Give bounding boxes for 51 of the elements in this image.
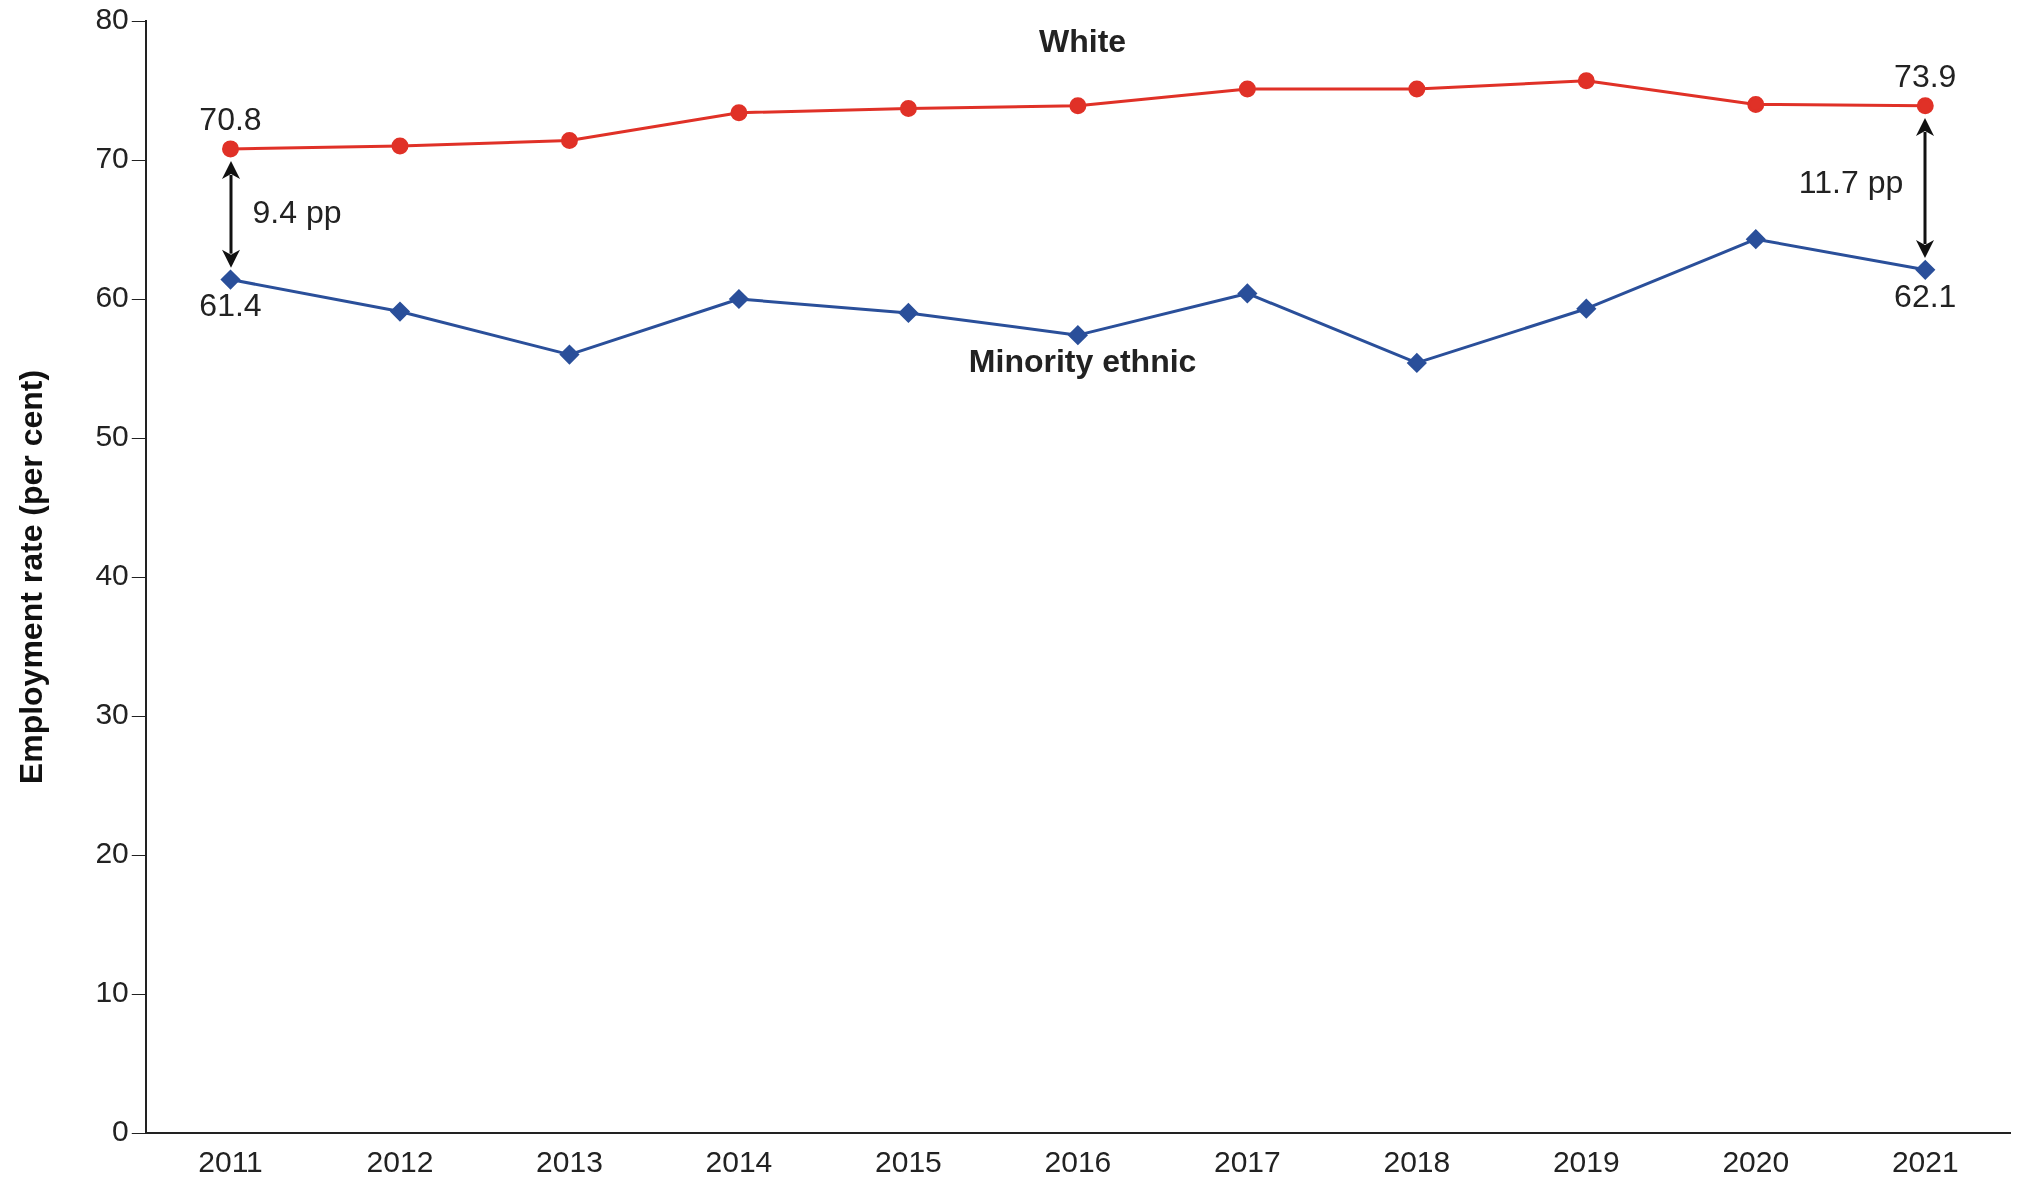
point bbox=[1069, 97, 1087, 115]
y-tick-label: 40 bbox=[95, 558, 129, 592]
data-label: 62.1 bbox=[1894, 277, 1957, 314]
point bbox=[729, 289, 749, 309]
point bbox=[390, 302, 410, 322]
series-label: White bbox=[1039, 22, 1127, 59]
annotation: 9.4 pp bbox=[252, 194, 342, 231]
y-axis-title: Employment rate (per cent) bbox=[13, 369, 50, 785]
point bbox=[1747, 95, 1765, 113]
point bbox=[1407, 353, 1427, 373]
point bbox=[1576, 299, 1596, 319]
y-tick-label: 10 bbox=[95, 975, 129, 1009]
data-label: 73.9 bbox=[1894, 57, 1957, 94]
point bbox=[560, 132, 578, 150]
x-tick-label: 2012 bbox=[366, 1145, 434, 1179]
series-label: Minority ethnic bbox=[968, 342, 1197, 379]
annotation: 11.7 pp bbox=[1798, 164, 1904, 201]
point bbox=[1408, 80, 1426, 98]
x-tick-label: 2016 bbox=[1044, 1145, 1112, 1179]
x-tick-label: 2011 bbox=[198, 1145, 263, 1179]
point bbox=[1238, 80, 1256, 98]
y-tick-label: 20 bbox=[95, 836, 129, 870]
point bbox=[898, 303, 918, 323]
x-tick-label: 2021 bbox=[1891, 1145, 1959, 1179]
x-tick-label: 2020 bbox=[1722, 1145, 1790, 1179]
y-tick-label: 30 bbox=[95, 697, 129, 731]
point bbox=[1577, 72, 1595, 90]
point bbox=[899, 100, 917, 118]
point bbox=[222, 140, 240, 158]
y-tick-label: 50 bbox=[95, 419, 129, 453]
x-tick-label: 2019 bbox=[1552, 1145, 1620, 1179]
point bbox=[1746, 229, 1766, 249]
point bbox=[1237, 283, 1257, 303]
y-tick-label: 0 bbox=[112, 1114, 129, 1148]
point bbox=[221, 270, 241, 290]
point bbox=[730, 104, 748, 122]
x-tick-label: 2014 bbox=[705, 1145, 773, 1179]
point bbox=[559, 345, 579, 365]
y-tick-label: 70 bbox=[95, 141, 129, 175]
x-tick-label: 2017 bbox=[1213, 1145, 1281, 1179]
x-tick-label: 2015 bbox=[875, 1145, 942, 1179]
point bbox=[391, 137, 409, 155]
point bbox=[1916, 97, 1934, 115]
data-label: 70.8 bbox=[199, 100, 262, 137]
x-tick-label: 2013 bbox=[536, 1145, 603, 1179]
y-tick-label: 80 bbox=[95, 2, 129, 36]
data-label: 61.4 bbox=[199, 287, 262, 324]
y-tick-label: 60 bbox=[95, 280, 129, 314]
point bbox=[1068, 325, 1088, 345]
point bbox=[1915, 260, 1935, 280]
x-tick-label: 2018 bbox=[1383, 1145, 1451, 1179]
